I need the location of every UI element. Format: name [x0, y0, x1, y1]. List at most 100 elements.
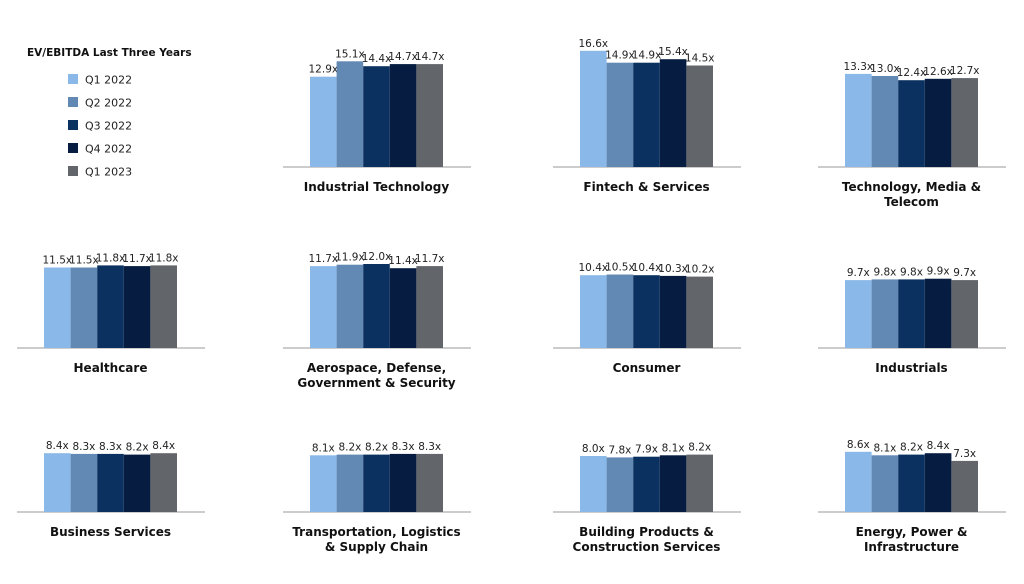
panel-title: Industrials	[875, 361, 947, 375]
bar	[97, 453, 124, 512]
bar	[389, 453, 417, 512]
data-label: 8.1x	[312, 442, 335, 454]
data-label: 8.4x	[46, 440, 69, 452]
bar	[363, 66, 390, 167]
data-label: 8.2x	[688, 442, 711, 454]
data-label: 14.7x	[388, 51, 418, 63]
bar	[659, 59, 687, 168]
bar	[898, 454, 925, 512]
bar	[44, 453, 71, 512]
bar	[416, 453, 443, 512]
bar	[951, 78, 978, 167]
panel-title: Technology, Media &	[842, 180, 981, 194]
data-label: 8.2x	[365, 442, 388, 454]
data-label: 11.7x	[309, 253, 339, 265]
data-label: 11.8x	[96, 252, 126, 264]
bar	[633, 275, 660, 348]
data-label: 11.7x	[415, 253, 445, 265]
legend-swatch	[68, 97, 78, 107]
bar	[606, 62, 634, 168]
data-label: 11.4x	[388, 255, 418, 267]
bar	[871, 279, 899, 348]
bar	[659, 275, 687, 348]
bar	[363, 454, 390, 512]
data-label: 8.2x	[126, 442, 149, 454]
bar	[389, 64, 417, 167]
data-label: 14.9x	[605, 50, 635, 62]
panel-title: Transportation, Logistics	[292, 525, 460, 539]
data-label: 8.2x	[338, 442, 361, 454]
panel-title: & Supply Chain	[325, 540, 428, 554]
panel-title: Telecom	[884, 195, 939, 209]
data-label: 8.4x	[927, 440, 950, 452]
panel-title: Construction Services	[573, 540, 721, 554]
legend-label: Q4 2022	[85, 143, 132, 156]
bar	[633, 456, 660, 512]
legend-title: EV/EBITDA Last Three Years	[27, 47, 192, 59]
data-label: 11.9x	[335, 252, 365, 264]
bar	[70, 453, 98, 512]
bar	[310, 76, 337, 167]
bar	[310, 455, 337, 512]
bar	[924, 278, 952, 348]
data-label: 7.9x	[635, 444, 658, 456]
data-label: 14.5x	[685, 53, 715, 65]
data-label: 9.7x	[847, 267, 870, 279]
data-label: 9.7x	[953, 267, 976, 279]
legend-label: Q3 2022	[85, 120, 132, 133]
bar	[150, 265, 177, 348]
data-label: 14.9x	[632, 50, 662, 62]
panel-title: Infrastructure	[864, 540, 959, 554]
data-label: 8.3x	[99, 441, 122, 453]
data-label: 12.7x	[950, 65, 980, 77]
bar	[871, 455, 899, 512]
bar	[686, 276, 713, 348]
legend-label: Q1 2022	[85, 74, 132, 87]
data-label: 8.3x	[392, 441, 415, 453]
data-label: 8.4x	[152, 440, 175, 452]
bar	[924, 78, 952, 167]
legend-label: Q1 2023	[85, 166, 132, 179]
panel-title: Aerospace, Defense,	[307, 361, 446, 375]
data-label: 8.1x	[873, 442, 896, 454]
legend-label: Q2 2022	[85, 97, 132, 110]
bar	[659, 455, 687, 512]
data-label: 12.6x	[923, 66, 953, 78]
data-label: 15.1x	[335, 48, 365, 60]
data-label: 12.4x	[897, 67, 927, 79]
bar	[44, 267, 71, 348]
panel-title: Building Products &	[579, 525, 714, 539]
data-label: 9.9x	[927, 266, 950, 278]
data-label: 13.0x	[870, 63, 900, 75]
panel-title: Consumer	[613, 361, 681, 375]
bar	[845, 451, 872, 512]
bar	[686, 454, 713, 512]
panel-title: Fintech & Services	[583, 180, 709, 194]
bar	[686, 65, 713, 167]
data-label: 12.0x	[362, 251, 392, 263]
data-label: 8.1x	[662, 442, 685, 454]
data-label: 10.3x	[658, 263, 688, 275]
data-label: 11.7x	[122, 253, 152, 265]
data-label: 11.8x	[149, 252, 179, 264]
bar	[123, 266, 151, 348]
bar	[845, 73, 872, 167]
data-label: 16.6x	[579, 38, 609, 50]
legend-swatch	[68, 143, 78, 153]
data-label: 8.3x	[72, 441, 95, 453]
legend-swatch	[68, 166, 78, 176]
bar	[310, 266, 337, 348]
data-label: 10.4x	[632, 262, 662, 274]
data-label: 11.5x	[69, 255, 99, 267]
data-label: 8.0x	[582, 443, 605, 455]
bar	[951, 460, 978, 512]
bar	[924, 453, 952, 512]
bar	[336, 61, 364, 167]
bar	[633, 62, 660, 168]
data-label: 9.8x	[900, 266, 923, 278]
panel-title: Industrial Technology	[304, 180, 450, 194]
data-label: 13.3x	[844, 61, 874, 73]
data-label: 8.2x	[900, 442, 923, 454]
